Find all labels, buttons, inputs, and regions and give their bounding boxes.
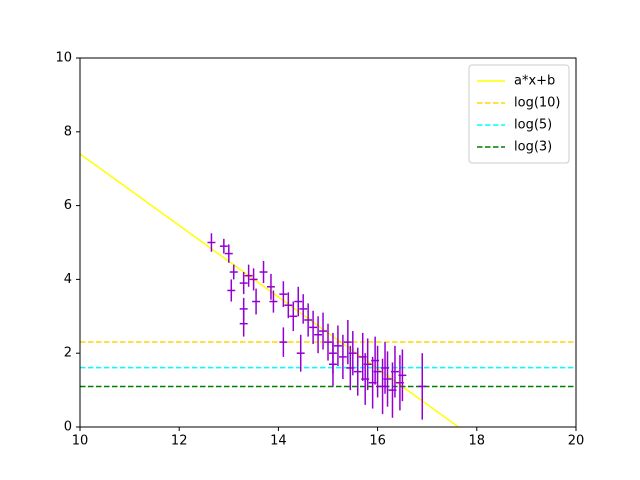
legend-label: log(5)	[514, 118, 552, 133]
x-tick-label: 14	[270, 434, 287, 449]
y-tick-label: 0	[64, 420, 72, 435]
axes-frame	[79, 57, 577, 428]
x-tick-label: 16	[369, 434, 386, 449]
legend-label: log(10)	[514, 96, 561, 111]
y-tick-label: 6	[64, 198, 72, 213]
y-tick-label: 10	[55, 51, 72, 66]
legend-box	[468, 64, 570, 164]
plot-area	[80, 153, 576, 427]
x-tick-label: 20	[568, 434, 585, 449]
x-tick-label: 12	[171, 434, 188, 449]
legend-label: log(3)	[514, 140, 552, 155]
y-tick-label: 2	[64, 346, 72, 361]
y-tick-label: 8	[64, 124, 72, 139]
x-tick-label: 18	[469, 434, 486, 449]
y-tick-label: 4	[64, 272, 72, 287]
x-tick-label: 10	[72, 434, 89, 449]
legend-label: a*x+b	[514, 74, 555, 89]
